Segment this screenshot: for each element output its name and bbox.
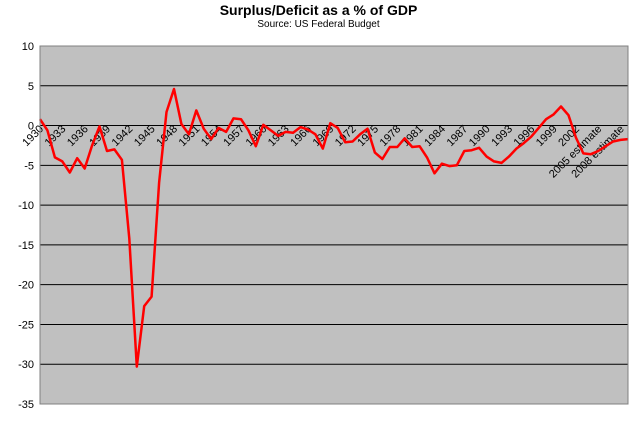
plot-area bbox=[40, 46, 628, 404]
y-tick-label: -25 bbox=[18, 319, 34, 331]
y-tick-label: 5 bbox=[28, 81, 34, 93]
y-tick-label: -10 bbox=[18, 200, 34, 212]
y-tick-label: -5 bbox=[24, 160, 34, 172]
y-tick-label: 10 bbox=[22, 41, 34, 53]
series-line bbox=[38, 87, 629, 368]
y-tick-label: -35 bbox=[18, 399, 34, 411]
chart-title: Surplus/Deficit as a % of GDP bbox=[219, 2, 418, 18]
chart-subtitle: Source: US Federal Budget bbox=[257, 19, 380, 30]
y-tick-label: -30 bbox=[18, 359, 34, 371]
y-tick-label: -15 bbox=[18, 240, 34, 252]
plot-border bbox=[39, 45, 629, 405]
y-tick-label: 0 bbox=[28, 121, 34, 133]
y-tick-label: -20 bbox=[18, 280, 34, 292]
